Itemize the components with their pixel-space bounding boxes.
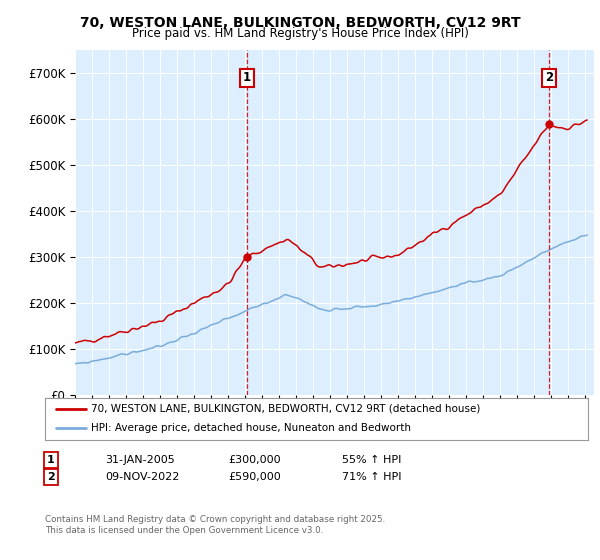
Text: 70, WESTON LANE, BULKINGTON, BEDWORTH, CV12 9RT (detached house): 70, WESTON LANE, BULKINGTON, BEDWORTH, C… — [91, 404, 481, 414]
Text: Price paid vs. HM Land Registry's House Price Index (HPI): Price paid vs. HM Land Registry's House … — [131, 27, 469, 40]
Text: £590,000: £590,000 — [228, 472, 281, 482]
Text: 55% ↑ HPI: 55% ↑ HPI — [342, 455, 401, 465]
Text: 31-JAN-2005: 31-JAN-2005 — [105, 455, 175, 465]
Text: Contains HM Land Registry data © Crown copyright and database right 2025.: Contains HM Land Registry data © Crown c… — [45, 515, 385, 524]
Text: This data is licensed under the Open Government Licence v3.0.: This data is licensed under the Open Gov… — [45, 526, 323, 535]
Text: 71% ↑ HPI: 71% ↑ HPI — [342, 472, 401, 482]
Text: 1: 1 — [47, 455, 55, 465]
Text: 1: 1 — [242, 72, 251, 85]
Text: 09-NOV-2022: 09-NOV-2022 — [105, 472, 179, 482]
Text: 2: 2 — [47, 472, 55, 482]
Text: 2: 2 — [545, 72, 553, 85]
Text: 70, WESTON LANE, BULKINGTON, BEDWORTH, CV12 9RT: 70, WESTON LANE, BULKINGTON, BEDWORTH, C… — [80, 16, 520, 30]
Text: £300,000: £300,000 — [228, 455, 281, 465]
Text: HPI: Average price, detached house, Nuneaton and Bedworth: HPI: Average price, detached house, Nune… — [91, 423, 411, 433]
